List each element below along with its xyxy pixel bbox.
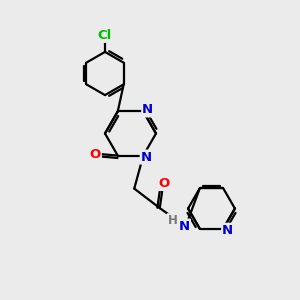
Text: N: N: [222, 224, 233, 237]
Text: N: N: [141, 151, 152, 164]
Text: N: N: [179, 220, 190, 232]
Text: O: O: [159, 177, 170, 190]
Text: O: O: [90, 148, 101, 160]
Text: Cl: Cl: [98, 29, 112, 42]
Text: H: H: [167, 214, 177, 227]
Text: N: N: [142, 103, 153, 116]
